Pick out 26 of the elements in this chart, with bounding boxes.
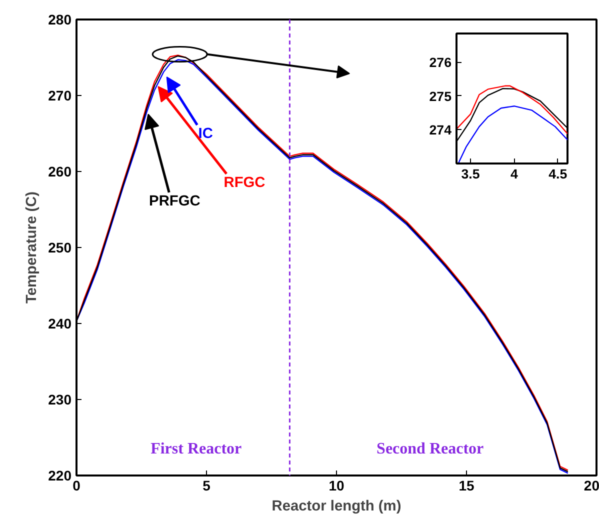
- y-tick-label: 220: [48, 468, 72, 484]
- y-tick-label: 274: [429, 122, 452, 138]
- y-tick-label: 270: [48, 88, 72, 104]
- y-tick-label: 240: [48, 316, 72, 332]
- y-tick-label: 276: [429, 55, 452, 70]
- y-axis-title: Temperature (C): [24, 191, 40, 304]
- y-tick-label: 260: [48, 164, 72, 180]
- x-tick-label: 3.5: [461, 166, 480, 182]
- x-tick-label: 4: [510, 166, 518, 182]
- text: RFGC: [224, 174, 266, 191]
- x-tick-label: 15: [458, 478, 474, 494]
- x-axis-title: Reactor length (m): [272, 498, 402, 514]
- annotation: First Reactor: [150, 440, 242, 458]
- text: IC: [198, 126, 214, 142]
- line-series: [456, 85, 568, 134]
- y-tick-label: 230: [48, 392, 72, 408]
- x-tick-label: 4.5: [548, 166, 568, 182]
- y-tick-label: 280: [48, 12, 72, 28]
- x-tick-label: 5: [202, 478, 211, 494]
- y-tick-label: 275: [429, 88, 452, 104]
- x-tick-label: 10: [328, 478, 344, 494]
- series-label: PRFGC: [149, 193, 201, 210]
- annotation: Second Reactor: [376, 440, 484, 458]
- x-tick-label: 20: [584, 478, 599, 494]
- y-tick-label: 250: [48, 240, 72, 256]
- x-tick-label: 0: [72, 478, 81, 494]
